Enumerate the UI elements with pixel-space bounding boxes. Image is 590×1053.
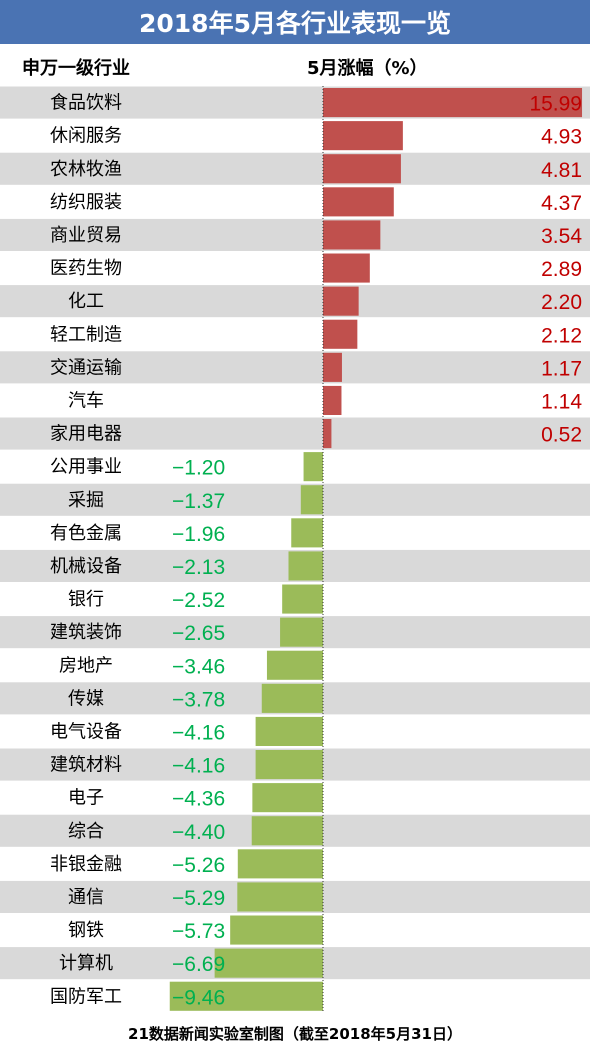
bar [261,683,323,713]
value-label: −9.46 [172,986,225,1009]
category-label: 电子 [68,788,104,809]
category-label: 非银金融 [50,854,122,875]
bar [266,650,323,680]
bar [323,319,358,349]
category-label: 银行 [68,589,104,610]
bar [251,816,323,846]
value-label: −1.20 [172,457,225,480]
bar [252,783,323,813]
value-label: 2.12 [541,324,582,347]
value-label: −4.16 [172,755,225,778]
value-label: −2.13 [172,556,225,579]
category-label: 化工 [68,291,104,312]
category-label: 计算机 [59,953,113,974]
row-stripe [0,417,590,450]
value-label: −4.40 [172,821,225,844]
bar [323,121,403,151]
value-label: −4.16 [172,721,225,744]
value-label: −4.36 [172,788,225,811]
category-label: 纺织服装 [50,192,122,213]
category-label: 电气设备 [50,721,122,742]
bar-chart: 食品饮料 15.99 休闲服务 4.93 农林牧渔 4.81 纺织服装 4.37 商业贸易 3.5… [0,86,590,1013]
bar [323,419,332,449]
bar [288,551,323,581]
value-label: 4.93 [541,126,582,149]
category-label: 公用事业 [50,457,122,478]
value-label: −1.37 [172,490,225,513]
bar [323,154,401,184]
category-label: 传媒 [68,688,104,709]
row-stripe [0,218,590,251]
category-label: 采掘 [68,490,104,511]
value-label: −5.26 [172,854,225,877]
row-stripe [0,351,590,384]
bar [237,849,323,879]
bar [323,352,342,382]
value-label: 2.20 [541,291,582,314]
category-label: 综合 [68,821,104,842]
category-label: 商业贸易 [50,225,122,246]
value-label: 4.37 [541,192,582,215]
bar [303,452,323,482]
bar [323,253,370,283]
value-label: −5.73 [172,920,225,943]
category-label: 交通运输 [50,357,122,378]
bar [323,88,583,118]
value-label: 2.89 [541,258,582,281]
value-label: −1.96 [172,523,225,546]
bar [323,286,359,316]
category-label: 家用电器 [50,424,122,445]
value-label: 3.54 [541,225,582,248]
bar [255,716,323,746]
chart-title: 2018年5月各行业表现一览 [0,0,590,44]
bar [214,948,323,978]
bar [323,220,381,250]
category-label: 轻工制造 [50,324,122,345]
bar [237,882,323,912]
category-label: 医药生物 [50,258,122,279]
value-label: 0.52 [541,424,582,447]
value-label: 1.17 [541,357,582,380]
value-label: −3.46 [172,655,225,678]
value-label: 1.14 [541,390,582,413]
value-label: −5.29 [172,887,225,910]
bar [255,750,323,780]
value-label: 4.81 [541,159,582,182]
value-label: −6.69 [172,953,225,976]
category-label: 国防军工 [50,986,122,1007]
category-label: 农林牧渔 [50,159,122,180]
category-label: 休闲服务 [50,126,122,147]
change-column-header: 5月涨幅（%） [307,58,428,79]
row-stripe [0,285,590,318]
value-label: −2.65 [172,622,225,645]
source-footer: 21数据新闻实验室制图（截至2018年5月31日） [128,1024,462,1043]
row-stripe [0,483,590,516]
category-label: 钢铁 [68,920,104,941]
bar [280,617,323,647]
category-label: 机械设备 [50,556,122,577]
column-header-row: 申万一级行业 5月涨幅（%） [0,44,590,86]
value-label: −2.52 [172,589,225,612]
category-label: 房地产 [59,655,113,676]
bar [169,981,323,1011]
bar [300,485,323,515]
bar [282,584,323,614]
category-label: 有色金属 [50,523,122,544]
bar [230,915,323,945]
category-label: 建筑装饰 [50,622,122,643]
row-stripe [0,152,590,185]
bar [323,187,394,217]
category-label: 建筑材料 [50,755,122,776]
bar [291,518,323,548]
category-label: 食品饮料 [50,93,122,114]
industry-column-header: 申万一级行业 [22,58,130,79]
category-label: 汽车 [68,390,104,411]
value-label: −3.78 [172,688,225,711]
bar [323,385,342,415]
value-label: 15.99 [529,93,582,116]
category-label: 通信 [68,887,104,908]
